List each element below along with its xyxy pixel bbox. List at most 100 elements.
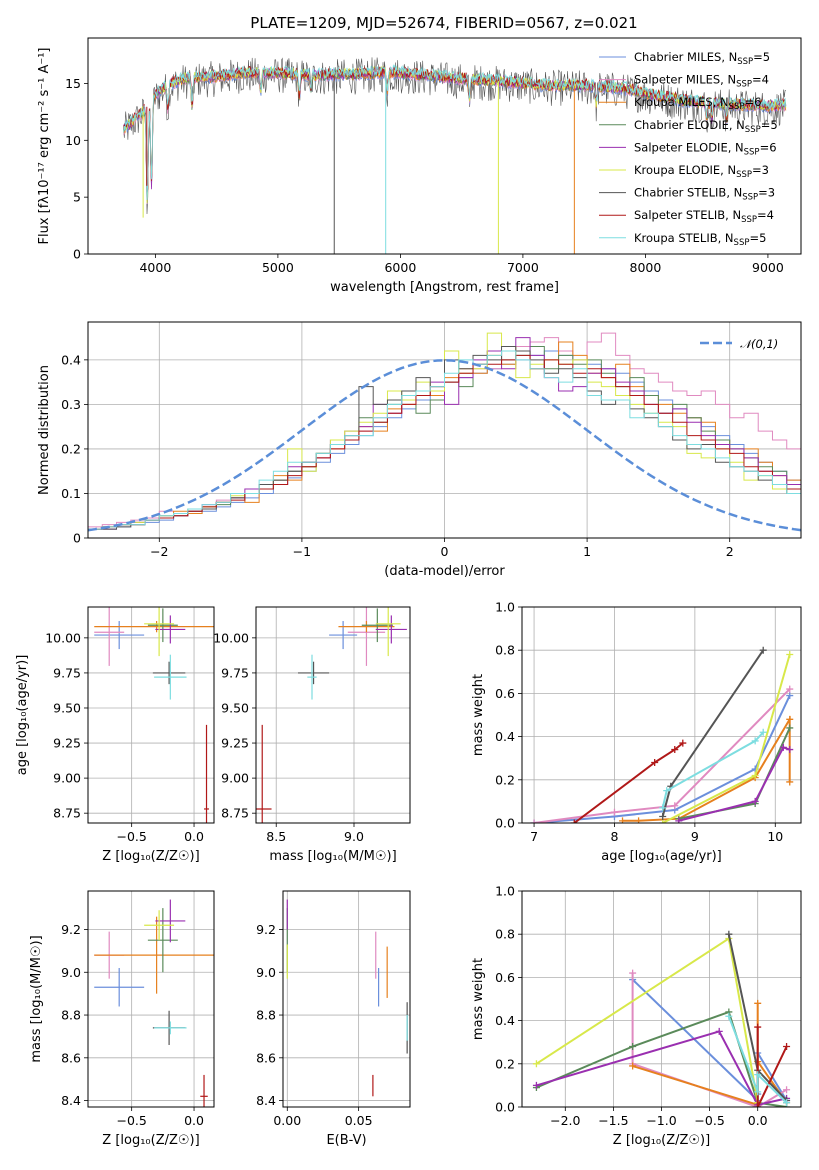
residual-histograms xyxy=(88,332,801,538)
y-tick-label: 15 xyxy=(65,76,81,91)
mass_vs_Z-errorbars xyxy=(94,899,214,1107)
age_vs_Z-frame xyxy=(87,606,215,824)
weight-marker xyxy=(786,746,794,754)
weight-marker xyxy=(754,1103,762,1107)
y-tick-label: 9.75 xyxy=(53,665,81,680)
spectrum-salpeter_stelib xyxy=(123,66,787,194)
x-tick-label: 4000 xyxy=(139,260,171,275)
x-tick-label: 0 xyxy=(441,544,449,559)
x-tick-label: 9000 xyxy=(752,260,784,275)
weight-marker xyxy=(751,797,759,805)
weight-marker xyxy=(629,1062,637,1070)
legend-label: Kroupa MILES, NSSP=6 xyxy=(634,95,761,112)
x-tick-label: 0.0 xyxy=(184,829,204,844)
weight-line-kroupa_stelib xyxy=(661,731,764,809)
y-tick-label: 1.0 xyxy=(495,884,515,899)
weight-marker xyxy=(759,646,767,654)
legend-label: Chabrier MILES, NSSP=5 xyxy=(634,50,770,67)
histogram-kroupa_stelib xyxy=(88,350,801,538)
weight-line-kroupa_stelib xyxy=(727,1015,788,1104)
weight-marker xyxy=(659,819,667,823)
weight-marker xyxy=(675,817,683,823)
x-axis-label: Z [log₁₀(Z/Z☉)] xyxy=(102,1133,199,1148)
weight-marker xyxy=(786,685,794,693)
y-tick-label: 8.75 xyxy=(221,806,249,821)
x-tick-label: −2.0 xyxy=(550,1113,580,1128)
weight_vs_age-lines xyxy=(530,646,794,823)
x-axis-label: (data-model)/error xyxy=(384,564,505,579)
y-tick-label: 9.25 xyxy=(221,736,249,751)
legend-label: Kroupa STELIB, NSSP=5 xyxy=(634,231,766,248)
y-axis-label: Normed distribution xyxy=(37,365,52,495)
figure-title: PLATE=1209, MJD=52674, FIBERID=0567, z=0… xyxy=(250,14,637,32)
y-tick-label: 0.8 xyxy=(495,927,515,942)
weight-marker xyxy=(619,817,627,823)
weight-marker xyxy=(725,930,733,938)
y-tick-label: 0.0 xyxy=(495,1100,515,1115)
weight-line-kroupa_miles xyxy=(632,1003,788,1107)
x-axis-label: mass [log₁₀(M/M☉)] xyxy=(269,849,396,864)
x-tick-label: 7 xyxy=(530,829,538,844)
y-tick-label: 8.8 xyxy=(256,1008,276,1023)
y-tick-label: 0.2 xyxy=(495,772,515,787)
y-tick-label: 8.8 xyxy=(61,1008,81,1023)
y-tick-label: 8.4 xyxy=(256,1093,276,1108)
y-tick-label: 9.00 xyxy=(53,771,81,786)
weight-marker xyxy=(629,1043,637,1051)
y-tick-label: 1.0 xyxy=(495,600,515,615)
x-axis-label: E(B-V) xyxy=(326,1133,366,1148)
y-axis-label: mass [log₁₀(M/M☉)] xyxy=(29,935,44,1062)
weight-marker xyxy=(532,1060,540,1068)
weight-line-salpeter_elodie xyxy=(678,746,791,822)
y-tick-label: 8.4 xyxy=(61,1093,81,1108)
residuals-axes: −2 −1 0 1 2 0 0.1 0.2 0.3 0.4 (data-model)/error No… xyxy=(37,322,801,579)
weight_vs_Z-axes: −2.0 −1.5 −1.0 −0.5 0.0 0.0 0.2 0.4 0.6 0.8 1.0 Z [… xyxy=(471,884,801,1148)
histogram-salpeter_stelib xyxy=(88,354,801,538)
legend-label: Chabrier ELODIE, NSSP=5 xyxy=(634,118,778,135)
weight-marker xyxy=(570,819,578,823)
mass_vs_Z-frame xyxy=(87,890,215,1108)
weight-marker xyxy=(532,1081,540,1089)
histogram-salpeter_elodie xyxy=(88,337,801,538)
weight-marker xyxy=(786,651,794,659)
y-tick-label: 9.75 xyxy=(221,665,249,680)
y-tick-label: 10.00 xyxy=(213,630,249,645)
weight-marker xyxy=(754,999,762,1007)
y-tick-label: 0.3 xyxy=(61,397,81,412)
weight-marker xyxy=(783,1086,791,1094)
y-tick-label: 10.00 xyxy=(45,630,81,645)
x-tick-label: −2 xyxy=(150,544,168,559)
legend-label: Salpeter MILES, NSSP=4 xyxy=(634,73,769,90)
age_vs_mass-frame xyxy=(255,606,411,824)
legend-label: Salpeter STELIB, NSSP=4 xyxy=(634,208,774,225)
weight-line-salpeter_elodie xyxy=(536,1030,787,1106)
weight-marker xyxy=(786,778,794,786)
x-tick-label: 5000 xyxy=(262,260,294,275)
legend-label: Chabrier STELIB, NSSP=3 xyxy=(634,186,775,203)
weight-marker xyxy=(651,759,659,767)
x-tick-label: 8 xyxy=(610,829,618,844)
y-tick-label: 0.8 xyxy=(495,643,515,658)
weight-marker xyxy=(786,724,794,732)
weight-marker xyxy=(779,743,787,751)
x-tick-label: −1.5 xyxy=(598,1113,628,1128)
spectrum-axes: 4000 5000 6000 7000 8000 9000 0 5 10 15 wavelength… xyxy=(37,48,784,296)
weight-marker xyxy=(530,819,538,823)
y-tick-label: 10 xyxy=(65,133,81,148)
x-axis-label: wavelength [Angstrom, rest frame] xyxy=(330,280,559,295)
age_vs_Z-axes: −0.5 0.0 8.75 9.00 9.25 9.50 9.75 10.00 Z [log₁₀… xyxy=(15,607,214,864)
y-tick-label: 8.75 xyxy=(53,806,81,821)
y-axis-label: mass weight xyxy=(471,674,486,756)
weight-marker xyxy=(754,1071,762,1079)
y-tick-label: 0.4 xyxy=(495,1013,515,1028)
weight-marker xyxy=(754,1088,762,1096)
y-tick-label: 0.0 xyxy=(495,816,515,831)
x-tick-label: 10 xyxy=(767,829,783,844)
x-tick-label: 0.0 xyxy=(748,1113,768,1128)
weight_vs_age-frame xyxy=(521,606,802,824)
age_vs_Z-errorbars xyxy=(94,607,214,823)
normal-curve xyxy=(88,359,801,532)
mass_vs_EBV-errorbars xyxy=(286,899,408,1097)
weight-marker xyxy=(783,1099,791,1107)
